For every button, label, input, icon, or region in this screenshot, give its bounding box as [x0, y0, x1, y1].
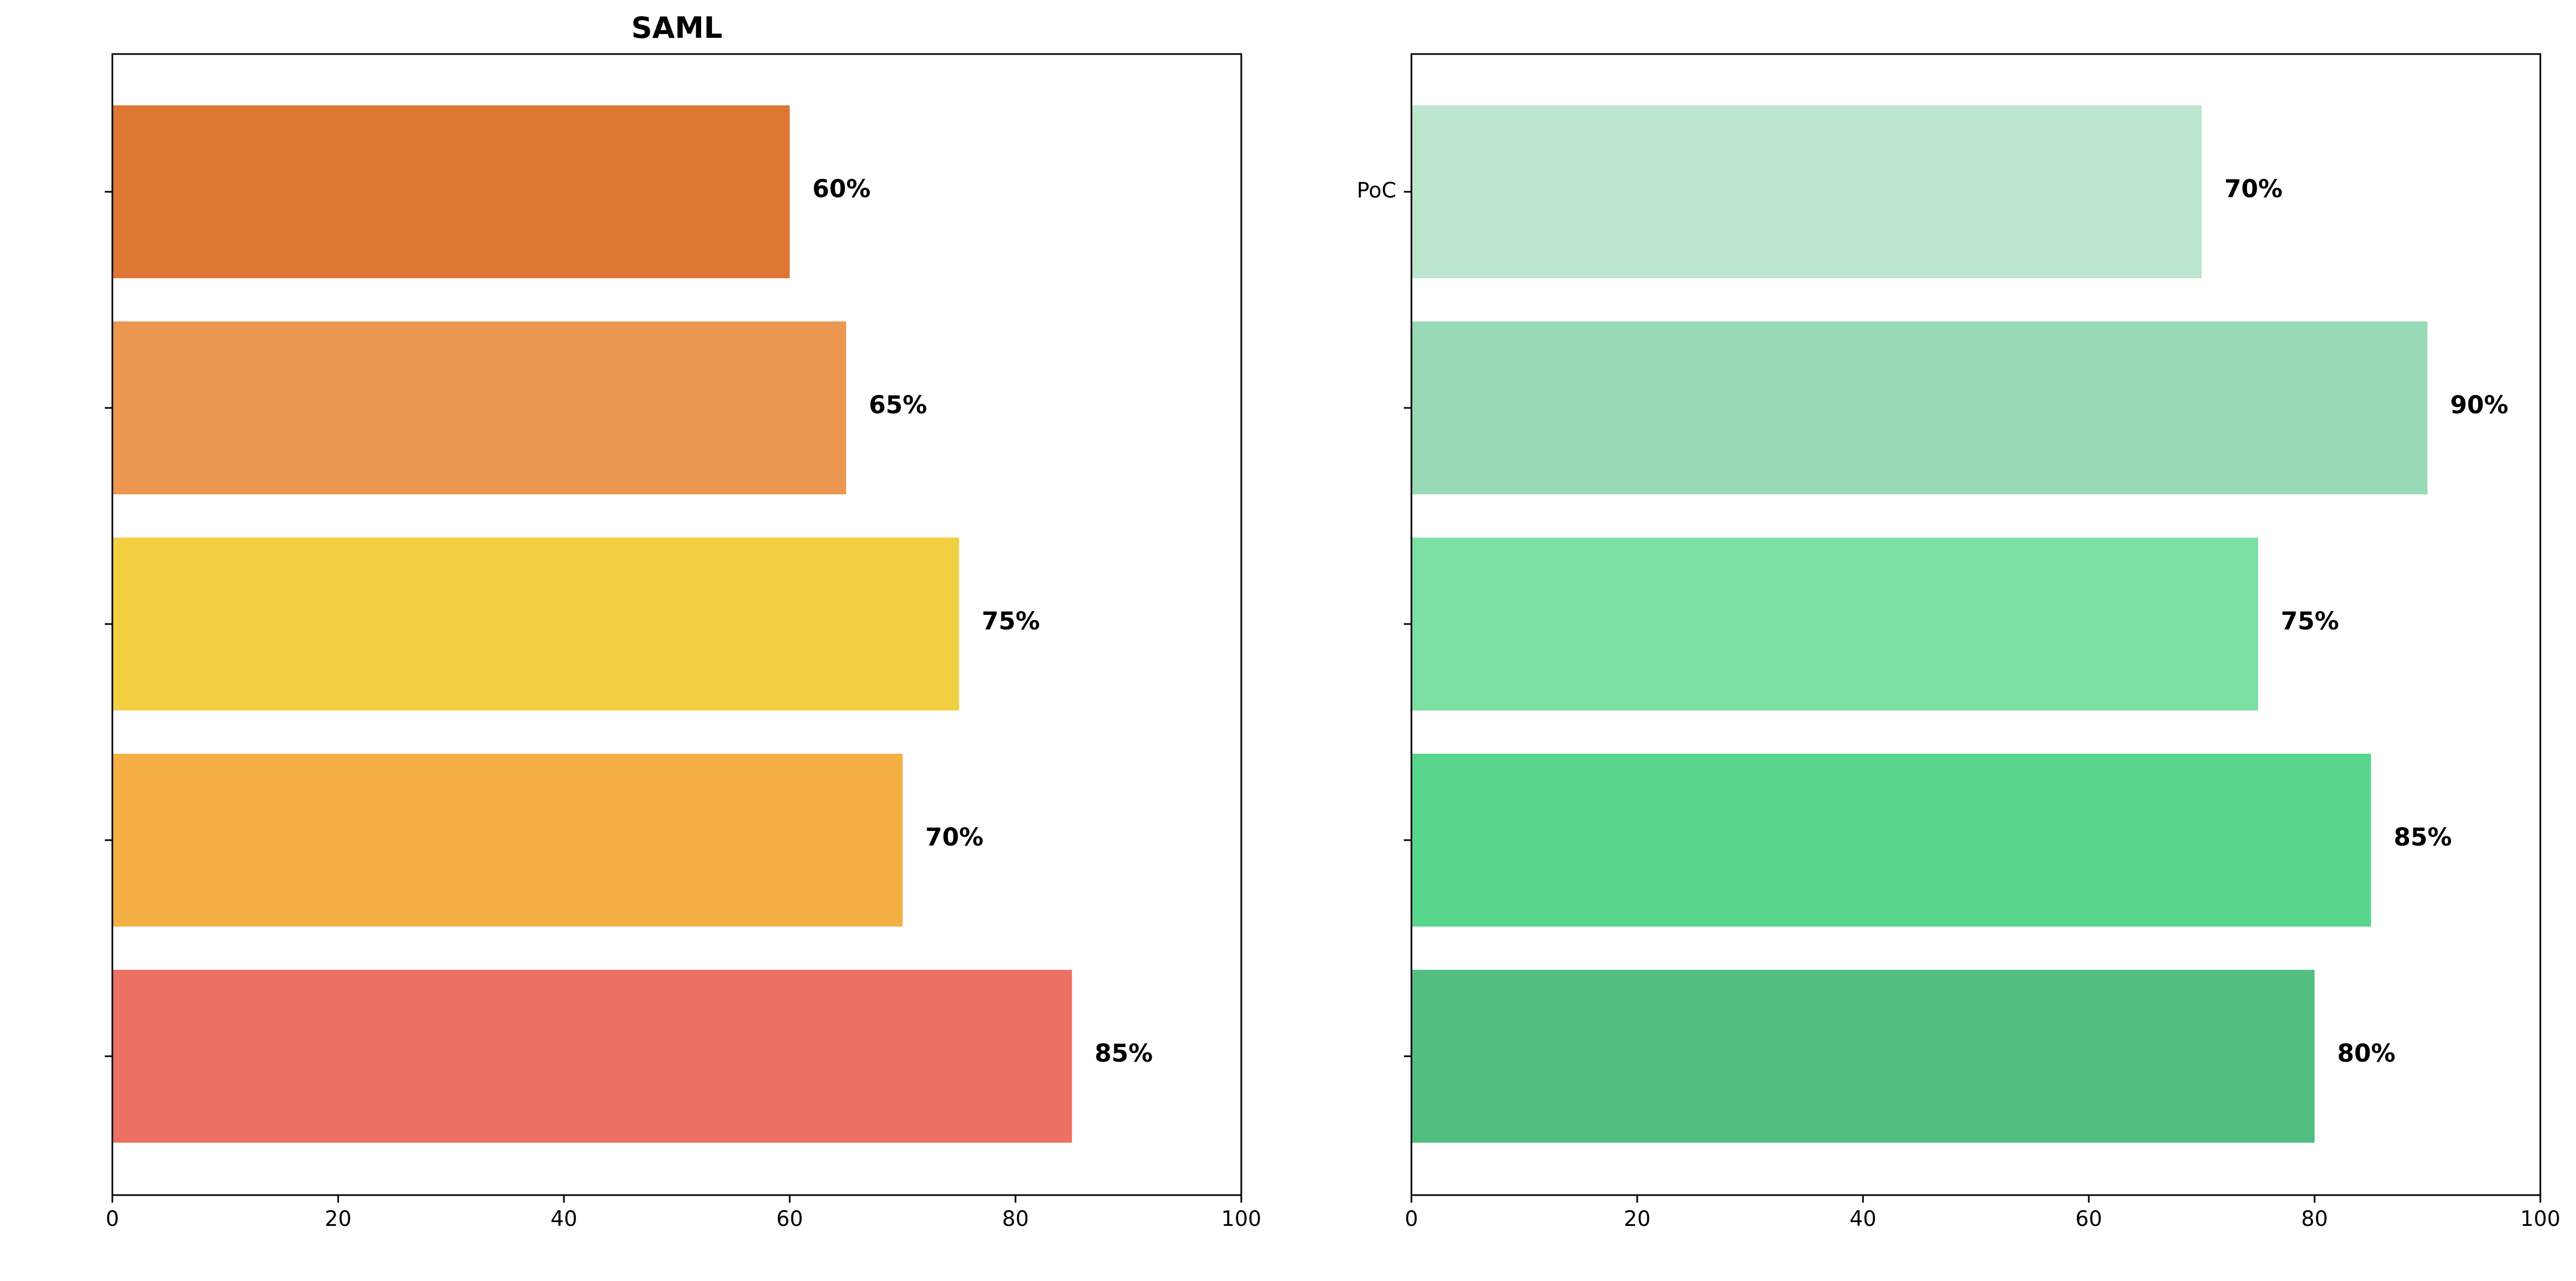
- x-tick-label: 40: [1849, 1207, 1876, 1231]
- data-label: 90%: [2450, 391, 2508, 419]
- x-tick-label: 100: [1221, 1207, 1261, 1231]
- bar: [1411, 321, 2427, 494]
- x-tick-label: 20: [325, 1207, 352, 1231]
- data-label: 70%: [925, 823, 984, 851]
- bar: [112, 970, 1072, 1143]
- x-tick-label: 80: [1002, 1207, 1029, 1231]
- data-label: 60%: [812, 175, 871, 203]
- data-label: 70%: [2224, 175, 2283, 203]
- x-tick-label: 60: [776, 1207, 803, 1231]
- bar: [112, 538, 959, 710]
- bar: [1411, 538, 2258, 710]
- chart-panel-1: SAML 60% 65% 75% 70% 85% 0 20 40 60 80 100: [105, 11, 1261, 1231]
- x-tick-label: 20: [1624, 1207, 1651, 1231]
- bar: [1411, 105, 2202, 278]
- bar: [112, 105, 790, 278]
- data-label: 80%: [2337, 1039, 2396, 1068]
- charts: SAML 60% 65% 75% 70% 85% 0 20 40 60 80 100 70% 90% 75%…: [105, 11, 2560, 1231]
- bar: [1411, 970, 2315, 1143]
- chart-title: SAML: [631, 11, 723, 45]
- bar: [112, 321, 846, 494]
- x-tick-label: 60: [2075, 1207, 2102, 1231]
- data-label: 85%: [1095, 1039, 1153, 1068]
- x-tick-label: 0: [1405, 1207, 1418, 1231]
- data-label: 65%: [869, 391, 927, 419]
- x-tick-label: 80: [2301, 1207, 2328, 1231]
- data-label: 85%: [2394, 823, 2452, 851]
- bar: [1411, 754, 2371, 927]
- y-tick-label: PoC: [1357, 179, 1396, 203]
- data-label: 75%: [982, 607, 1040, 635]
- chart-panel-2: 70% 90% 75% 85% 80% 0 20 40 60 80 100 PoC: [1357, 53, 2560, 1231]
- x-tick-label: 100: [2520, 1207, 2560, 1231]
- x-tick-label: 40: [550, 1207, 577, 1231]
- bar: [112, 754, 903, 927]
- x-tick-label: 0: [106, 1207, 119, 1231]
- data-label: 75%: [2281, 607, 2339, 635]
